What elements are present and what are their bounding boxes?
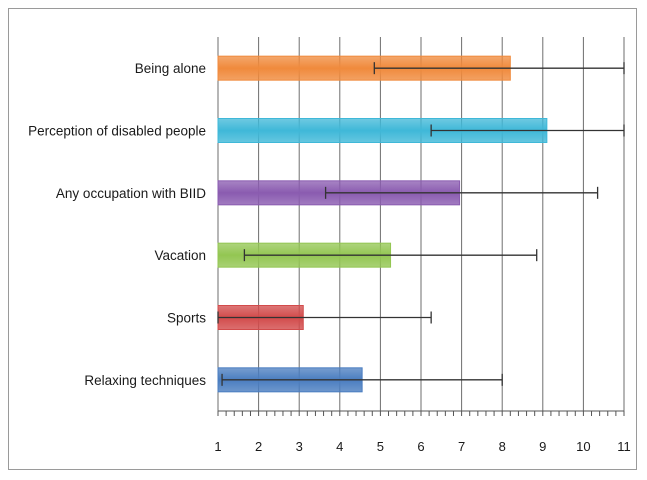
category-label-perception-of-disabled-people: Perception of disabled people — [28, 124, 206, 139]
x-axis: 1 2 3 4 5 6 7 8 9 10 11 — [214, 410, 631, 454]
category-label-being-alone: Being alone — [135, 61, 206, 76]
x-tick-label: 7 — [458, 439, 465, 454]
category-label-any-occupation-with-biid: Any occupation with BIID — [56, 186, 206, 201]
bars — [217, 55, 548, 393]
x-tick-label: 10 — [576, 439, 590, 454]
category-label-relaxing-techniques: Relaxing techniques — [84, 373, 206, 388]
category-label-vacation: Vacation — [154, 248, 206, 263]
x-tick-label: 9 — [539, 439, 546, 454]
gridlines — [217, 37, 625, 411]
error-bars — [217, 62, 625, 386]
x-tick-label: 11 — [617, 439, 631, 454]
x-tick-label: 6 — [417, 439, 424, 454]
category-label-sports: Sports — [167, 311, 206, 326]
bar-chart: 1 2 3 4 5 6 7 8 9 10 11 Being alone Perception of d… — [28, 37, 631, 454]
category-labels: Being alone Perception of disabled people… — [28, 61, 206, 388]
x-tick-label: 2 — [255, 439, 262, 454]
x-tick-label: 3 — [296, 439, 303, 454]
x-tick-label: 4 — [336, 439, 343, 454]
chart-frame: 1 2 3 4 5 6 7 8 9 10 11 Being alone Perception of d… — [8, 8, 637, 470]
x-tick-label: 5 — [377, 439, 384, 454]
x-tick-label: 1 — [214, 439, 221, 454]
x-tick-label: 8 — [499, 439, 506, 454]
